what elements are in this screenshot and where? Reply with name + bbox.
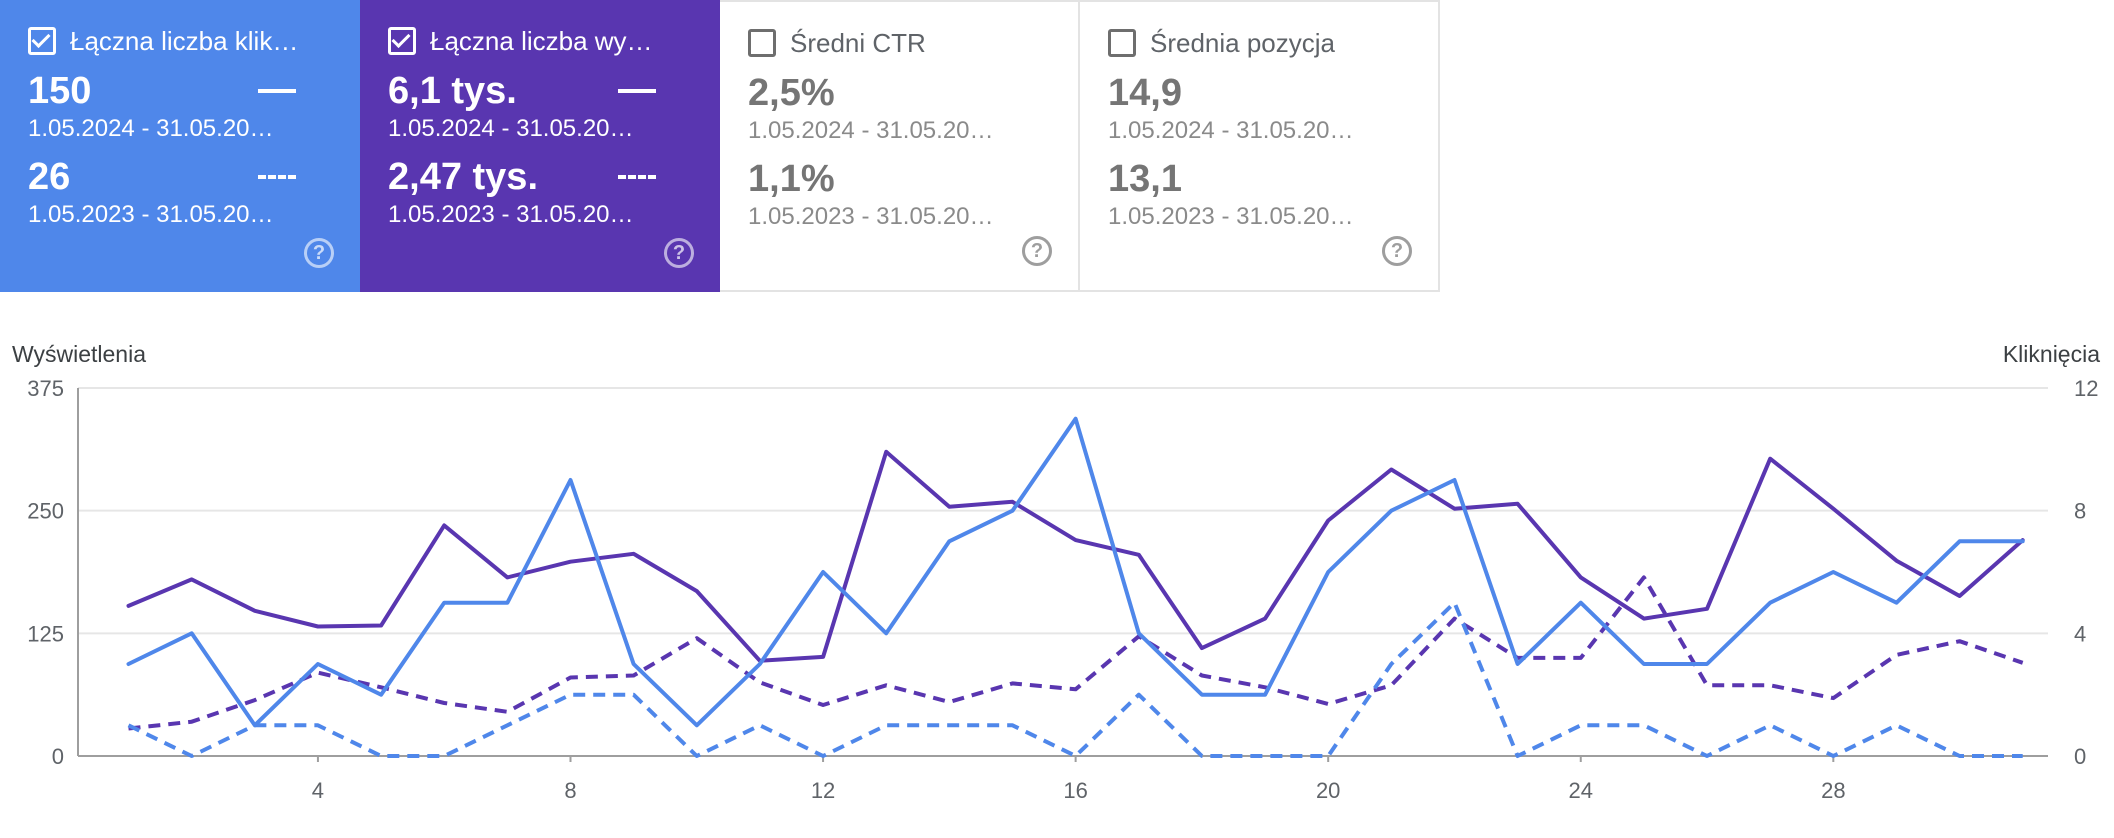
previous-date-range: 1.05.2023 - 31.05.20…: [388, 201, 634, 228]
average-ctr-card[interactable]: Średni CTR 2,5% 1.05.2024 - 31.05.20… 1,…: [720, 0, 1080, 292]
current-date-range: 1.05.2024 - 31.05.20…: [28, 115, 274, 142]
help-icon[interactable]: ?: [1382, 236, 1412, 266]
current-value: 14,9: [1108, 72, 1182, 114]
y-left-tick-label: 125: [27, 621, 64, 646]
current-value: 2,5%: [748, 72, 835, 114]
right-axis-title: Kliknięcia: [2002, 341, 2100, 367]
y-right-tick-label: 4: [2074, 621, 2086, 646]
gridlines: [78, 387, 2048, 635]
dashed-line-legend-icon: [618, 175, 656, 179]
y-right-tick-label: 0: [2074, 744, 2086, 769]
y-right-tick-label: 12: [2074, 376, 2098, 401]
clicks-dashed-series-line: [127, 600, 2023, 758]
card-title: Łączna liczba klik…: [70, 25, 299, 56]
current-date-range: 1.05.2024 - 31.05.20…: [748, 117, 994, 144]
card-title: Łączna liczba wy…: [430, 25, 653, 56]
x-tick-label: 16: [1063, 778, 1087, 803]
current-value: 150: [28, 70, 92, 112]
dashed-line-legend-icon: [258, 175, 296, 179]
clicks-solid-series-line: [126, 416, 2025, 728]
previous-value: 26: [28, 156, 71, 198]
previous-date-range: 1.05.2023 - 31.05.20…: [28, 201, 274, 228]
checkbox-unchecked-icon[interactable]: [748, 29, 776, 57]
current-date-range: 1.05.2024 - 31.05.20…: [388, 115, 634, 142]
solid-line-legend-icon: [258, 89, 296, 93]
help-icon[interactable]: ?: [664, 238, 694, 268]
y-left-tick-label: 375: [27, 376, 64, 401]
impressions-solid-series-line: [126, 449, 2025, 663]
tick-labels: 0 0 125 4 250 8 375 12 4 8 12 16 20 24 28: [27, 376, 2098, 803]
x-tick-label: 12: [811, 778, 835, 803]
metric-cards: Łączna liczba klik… 150 1.05.2024 - 31.0…: [0, 0, 1440, 292]
card-title: Średni CTR: [790, 27, 926, 58]
current-value: 6,1 tys.: [388, 70, 517, 112]
card-title: Średnia pozycja: [1150, 27, 1335, 58]
help-icon[interactable]: ?: [1022, 236, 1052, 266]
x-tick-label: 20: [1316, 778, 1340, 803]
checkbox-checked-icon[interactable]: [388, 27, 416, 55]
card-header: Średni CTR: [748, 26, 1078, 60]
y-left-tick-label: 0: [52, 744, 64, 769]
card-header: Łączna liczba wy…: [388, 24, 720, 58]
x-tick-label: 24: [1569, 778, 1593, 803]
checkbox-unchecked-icon[interactable]: [1108, 29, 1136, 57]
solid-line-legend-icon: [618, 89, 656, 93]
previous-value: 1,1%: [748, 158, 835, 200]
performance-line-chart[interactable]: 0 0 125 4 250 8 375 12 4 8 12 16 20 24 28: [0, 370, 2114, 830]
total-impressions-card[interactable]: Łączna liczba wy… 6,1 tys. 1.05.2024 - 3…: [360, 0, 720, 292]
help-icon[interactable]: ?: [304, 238, 334, 268]
card-header: Średnia pozycja: [1108, 26, 1438, 60]
previous-date-range: 1.05.2023 - 31.05.20…: [748, 203, 994, 230]
previous-value: 2,47 tys.: [388, 156, 538, 198]
impressions-dashed-series-line: [128, 575, 2024, 731]
previous-value: 13,1: [1108, 158, 1182, 200]
y-left-tick-label: 250: [27, 499, 64, 524]
average-position-card[interactable]: Średnia pozycja 14,9 1.05.2024 - 31.05.2…: [1080, 0, 1440, 292]
left-axis-title: Wyświetlenia: [12, 341, 147, 367]
total-clicks-card[interactable]: Łączna liczba klik… 150 1.05.2024 - 31.0…: [0, 0, 360, 292]
x-tick-label: 8: [564, 778, 576, 803]
chart-series: [126, 416, 2025, 758]
card-header: Łączna liczba klik…: [28, 24, 360, 58]
x-tick-label: 4: [312, 778, 324, 803]
current-date-range: 1.05.2024 - 31.05.20…: [1108, 117, 1354, 144]
y-right-tick-label: 8: [2074, 499, 2086, 524]
axes: [77, 388, 2048, 762]
previous-date-range: 1.05.2023 - 31.05.20…: [1108, 203, 1354, 230]
checkbox-checked-icon[interactable]: [28, 27, 56, 55]
x-tick-label: 28: [1821, 778, 1845, 803]
